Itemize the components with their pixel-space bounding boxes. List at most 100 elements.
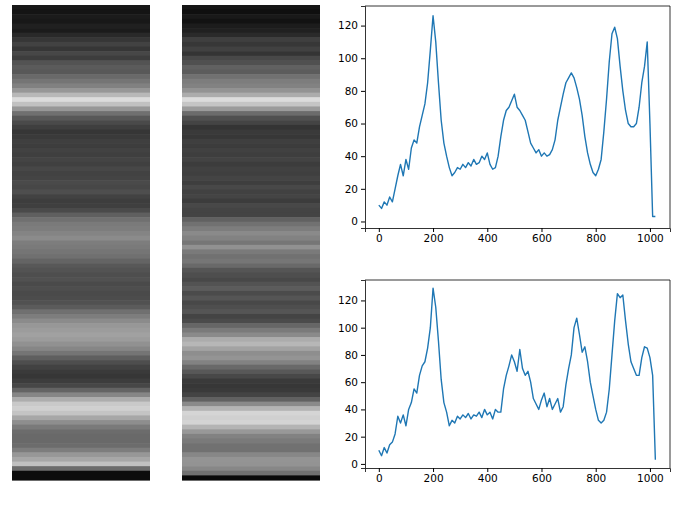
image-row (12, 33, 150, 38)
image-row (12, 14, 150, 19)
x-axis-line (366, 229, 671, 233)
x-tick-label: 0 (376, 472, 383, 484)
image-row (12, 415, 150, 420)
image-row (12, 231, 150, 236)
image-row (182, 438, 320, 443)
image-row (182, 374, 320, 379)
y-tick-mark (361, 91, 365, 92)
x-tick: 1000 (637, 228, 664, 244)
image-row (182, 97, 320, 102)
image-row (12, 360, 150, 365)
y-tick-label: 40 (345, 403, 358, 415)
image-row (12, 388, 150, 393)
image-row (12, 411, 150, 416)
image-row (12, 300, 150, 305)
image-row (182, 83, 320, 88)
y-tick-mark (361, 189, 365, 190)
image-row (182, 434, 320, 439)
x-tick-mark (596, 468, 597, 472)
image-row (12, 245, 150, 250)
x-tick-mark (596, 228, 597, 232)
image-row (182, 337, 320, 342)
plot-area (379, 288, 656, 460)
image-row (12, 346, 150, 351)
image-row (12, 420, 150, 425)
image-row (182, 47, 320, 52)
image-row (182, 111, 320, 116)
x-tick: 0 (376, 468, 383, 484)
image-row (182, 411, 320, 416)
image-row (182, 79, 320, 84)
image-row (182, 429, 320, 434)
image-row (182, 37, 320, 42)
image-row (182, 462, 320, 467)
y-tick: 60 (345, 117, 365, 129)
x-tick-label: 200 (424, 472, 444, 484)
image-row (182, 130, 320, 135)
image-row (12, 222, 150, 227)
image-row (182, 452, 320, 457)
image-row (182, 125, 320, 130)
image-row (182, 383, 320, 388)
y-tick-mark (361, 221, 365, 222)
image-row (182, 240, 320, 245)
image-row (12, 65, 150, 70)
y-tick-label: 80 (345, 85, 358, 97)
image-row (182, 226, 320, 231)
image-row (182, 60, 320, 65)
image-row (12, 139, 150, 144)
image-row (182, 236, 320, 241)
image-row (182, 397, 320, 402)
image-row (12, 277, 150, 282)
image-row (182, 425, 320, 430)
image-row (12, 88, 150, 93)
image-row (12, 282, 150, 287)
line-plot: 02004006008001000020406080100120 (338, 280, 671, 484)
image-row (182, 351, 320, 356)
image-row (182, 402, 320, 407)
y-tick-mark (361, 156, 365, 157)
image-row (12, 208, 150, 213)
image-row (12, 143, 150, 148)
frame-right (670, 6, 671, 228)
image-row (182, 254, 320, 259)
image-row (182, 102, 320, 107)
image-row (12, 291, 150, 296)
x-axis: 02004006008001000 (366, 228, 671, 244)
image-row (12, 23, 150, 28)
image-row (182, 176, 320, 181)
image-row (12, 425, 150, 430)
image-row (182, 300, 320, 305)
image-row (12, 406, 150, 411)
image-row (12, 28, 150, 33)
image-row (182, 291, 320, 296)
image-row (182, 365, 320, 370)
y-tick-mark (361, 58, 365, 59)
x-tick-label: 200 (424, 232, 444, 244)
x-tick: 400 (478, 468, 498, 484)
image-row (182, 208, 320, 213)
y-tick: 100 (338, 52, 365, 64)
image-row (12, 130, 150, 135)
image-row (182, 332, 320, 337)
image-row (12, 471, 150, 476)
image-row (182, 369, 320, 374)
x-tick-mark (650, 468, 651, 472)
y-tick-label: 40 (345, 150, 358, 162)
x-tick-mark (650, 228, 651, 232)
y-tick-label: 0 (351, 458, 358, 470)
image-row (12, 79, 150, 84)
y-tick-mark (361, 382, 365, 383)
image-row (12, 213, 150, 218)
image-row (12, 236, 150, 241)
image-row (12, 60, 150, 65)
image-row (12, 106, 150, 111)
x-tick-mark (433, 468, 434, 472)
y-tick-label: 20 (345, 183, 358, 195)
y-tick: 60 (345, 376, 365, 388)
image-row (12, 166, 150, 171)
image-row (12, 319, 150, 324)
y-tick-label: 100 (338, 52, 358, 64)
image-row (182, 406, 320, 411)
image-row (12, 102, 150, 107)
